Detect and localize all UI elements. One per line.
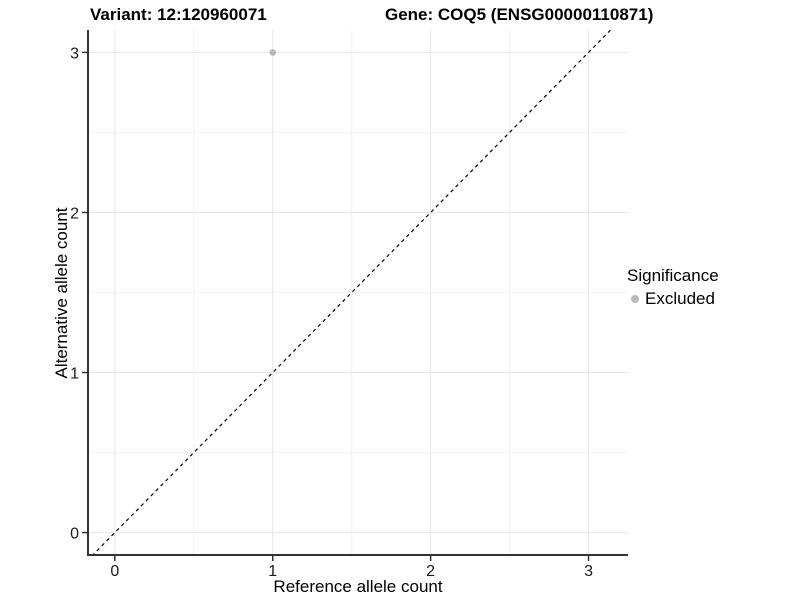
x-tick-label: 2 [426, 563, 435, 580]
legend-item-excluded: Excluded [627, 289, 719, 309]
legend-title: Significance [627, 266, 719, 285]
identity-line [91, 30, 612, 555]
legend-item-label: Excluded [645, 289, 715, 308]
x-tick-label: 1 [268, 563, 277, 580]
data-point [269, 49, 277, 56]
x-tick-label: 3 [584, 563, 593, 580]
y-tick-label: 2 [70, 205, 79, 222]
y-tick-label: 0 [70, 526, 79, 543]
plot-title-variant: Variant: 12:120960071 [90, 5, 267, 24]
x-axis-title: Reference allele count [273, 577, 443, 596]
axis-lines [87, 30, 628, 556]
y-axis-title: Alternative allele count [52, 207, 71, 379]
x-tick-label: 0 [110, 563, 119, 580]
legend: Significance Excluded [627, 266, 719, 309]
plot-title-gene: Gene: COQ5 (ENSG00000110871) [385, 5, 654, 24]
y-tick-label: 3 [70, 45, 79, 62]
excluded-marker-icon [631, 295, 639, 303]
y-tick-label: 1 [70, 366, 79, 383]
